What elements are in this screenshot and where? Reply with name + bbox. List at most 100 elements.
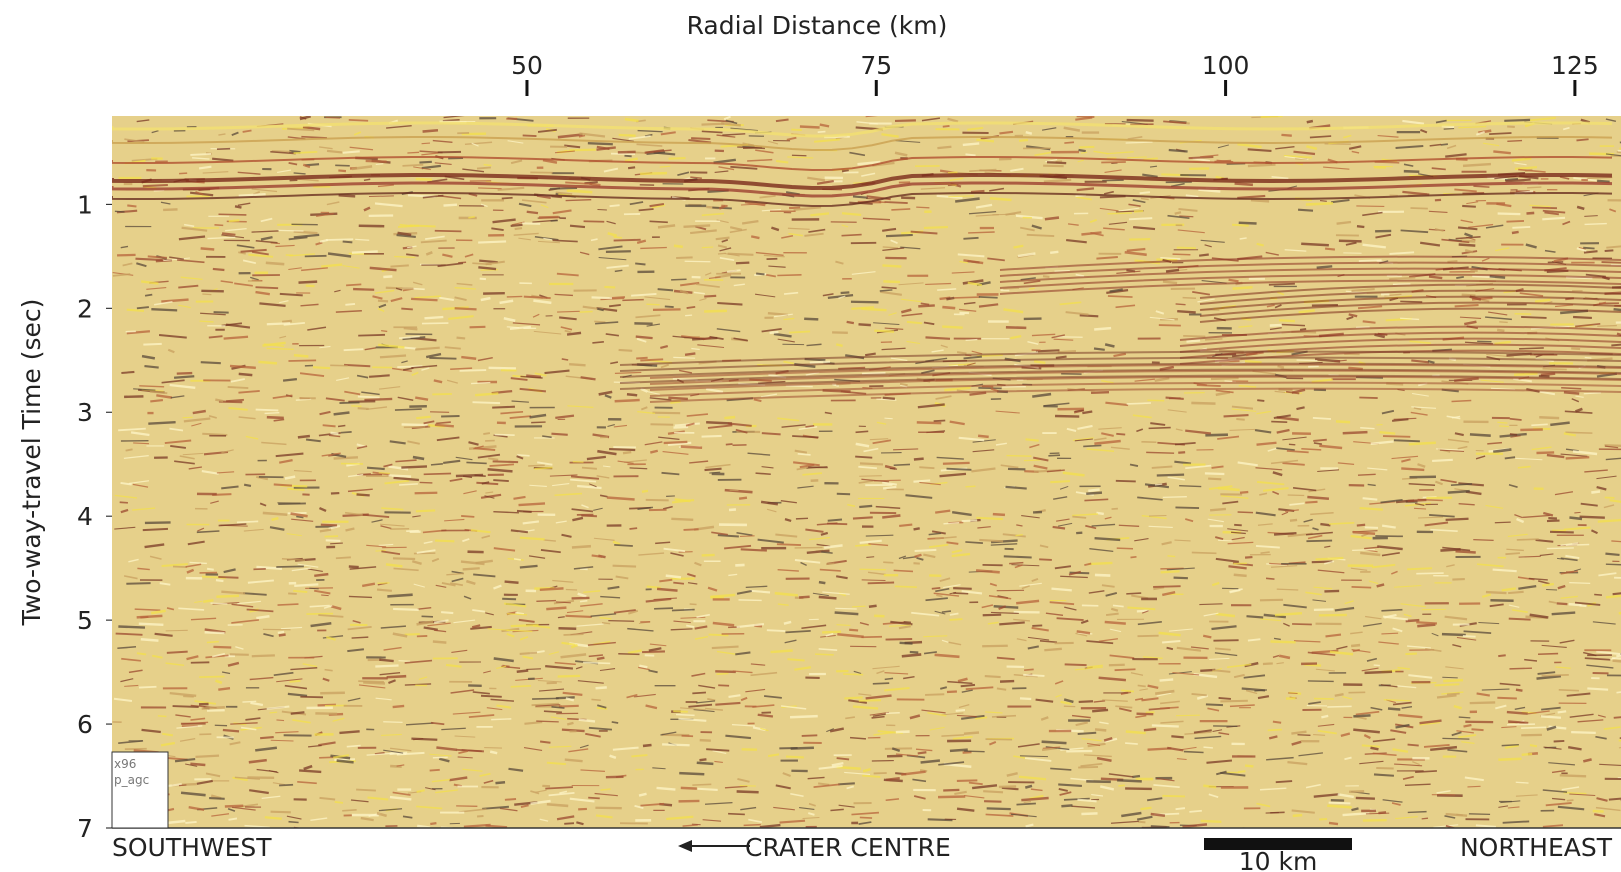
texture-stroke — [1115, 479, 1136, 483]
texture-stroke — [510, 529, 529, 534]
texture-stroke — [593, 537, 615, 541]
texture-stroke — [235, 646, 244, 650]
texture-stroke — [1419, 721, 1440, 726]
texture-stroke — [656, 587, 678, 592]
texture-stroke — [717, 301, 743, 306]
texture-stroke — [1162, 280, 1178, 285]
texture-stroke — [1071, 805, 1096, 809]
texture-stroke — [581, 466, 597, 470]
texture-stroke — [325, 397, 345, 402]
texture-stroke — [322, 677, 330, 682]
texture-stroke — [1103, 737, 1113, 742]
texture-stroke — [1287, 760, 1308, 766]
texture-stroke — [430, 721, 445, 726]
y-tick-label: 5 — [77, 606, 93, 635]
texture-stroke — [1196, 694, 1208, 700]
texture-stroke — [1214, 536, 1224, 541]
texture-stroke — [212, 267, 225, 272]
texture-stroke — [496, 704, 512, 709]
texture-stroke — [388, 465, 409, 471]
texture-stroke — [456, 336, 466, 340]
texture-stroke — [717, 534, 739, 538]
texture-stroke — [351, 165, 373, 171]
texture-stroke — [279, 300, 289, 304]
texture-stroke — [1370, 706, 1383, 711]
texture-stroke — [1194, 735, 1222, 740]
texture-stroke — [120, 508, 129, 514]
texture-stroke — [838, 295, 846, 299]
texture-stroke — [882, 514, 901, 519]
texture-stroke — [985, 711, 1003, 714]
texture-stroke — [229, 364, 256, 370]
texture-stroke — [697, 344, 725, 349]
texture-stroke — [1028, 287, 1035, 290]
texture-stroke — [565, 199, 592, 202]
texture-stroke — [750, 671, 778, 677]
texture-stroke — [535, 789, 547, 793]
texture-stroke — [1185, 429, 1212, 435]
texture-stroke — [1246, 615, 1264, 619]
texture-stroke — [786, 136, 797, 141]
texture-stroke — [1092, 708, 1109, 713]
texture-stroke — [360, 816, 374, 822]
texture-stroke — [335, 556, 351, 560]
texture-stroke — [1003, 287, 1020, 290]
texture-stroke — [806, 549, 830, 554]
texture-stroke — [1196, 384, 1221, 388]
texture-stroke — [1402, 190, 1430, 196]
texture-stroke — [290, 512, 308, 518]
texture-stroke — [1205, 433, 1228, 437]
texture-stroke — [1508, 590, 1524, 595]
texture-stroke — [243, 592, 267, 596]
texture-stroke — [946, 690, 957, 694]
texture-stroke — [818, 764, 843, 770]
texture-stroke — [1192, 290, 1211, 296]
texture-stroke — [1270, 459, 1299, 465]
texture-stroke — [1410, 207, 1428, 210]
texture-stroke — [255, 746, 278, 752]
texture-stroke — [509, 325, 532, 330]
texture-stroke — [1515, 688, 1523, 692]
texture-stroke — [1096, 511, 1104, 516]
texture-stroke — [841, 168, 849, 173]
texture-stroke — [393, 567, 419, 572]
texture-stroke — [185, 563, 202, 568]
texture-stroke — [1444, 615, 1468, 621]
texture-stroke — [290, 667, 318, 671]
texture-stroke — [640, 171, 668, 176]
texture-stroke — [1312, 416, 1332, 420]
texture-stroke — [1444, 815, 1456, 819]
texture-stroke — [429, 356, 457, 360]
texture-stroke — [468, 441, 479, 446]
texture-stroke — [1068, 570, 1082, 576]
texture-stroke — [185, 820, 197, 824]
texture-stroke — [1519, 292, 1544, 297]
texture-stroke — [914, 553, 922, 558]
texture-stroke — [1024, 668, 1034, 672]
texture-stroke — [339, 401, 360, 405]
texture-stroke — [1284, 249, 1307, 252]
texture-stroke — [855, 543, 872, 547]
texture-stroke — [1499, 425, 1509, 428]
texture-stroke — [925, 597, 948, 602]
texture-stroke — [355, 238, 370, 241]
texture-stroke — [882, 396, 895, 400]
texture-stroke — [820, 635, 836, 638]
texture-stroke — [1109, 628, 1122, 633]
texture-stroke — [861, 478, 890, 483]
texture-stroke — [1357, 473, 1376, 476]
texture-stroke — [1466, 201, 1479, 205]
texture-stroke — [149, 390, 168, 395]
texture-stroke — [885, 233, 913, 238]
texture-stroke — [1307, 651, 1336, 656]
texture-stroke — [404, 633, 420, 636]
texture-stroke — [346, 744, 361, 748]
texture-stroke — [1576, 247, 1587, 252]
texture-stroke — [1218, 539, 1233, 542]
texture-stroke — [713, 158, 736, 164]
texture-stroke — [637, 129, 663, 133]
texture-stroke — [1046, 469, 1065, 473]
texture-stroke — [275, 244, 295, 248]
texture-stroke — [571, 596, 590, 600]
texture-stroke — [624, 154, 632, 158]
